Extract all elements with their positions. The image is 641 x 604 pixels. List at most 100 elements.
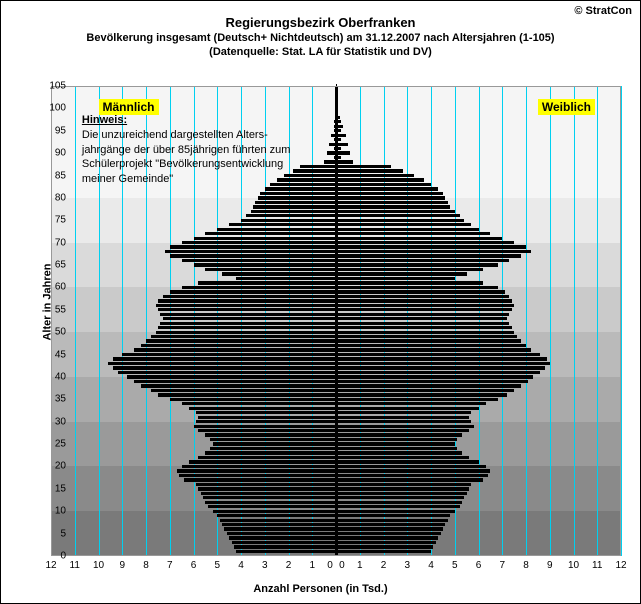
center-axis [335, 86, 338, 556]
bar-male [198, 429, 336, 432]
bar-female [336, 545, 433, 548]
bar-female [336, 272, 467, 275]
bar-male [158, 299, 336, 302]
bar-female [336, 187, 438, 190]
bar-male [141, 344, 336, 347]
x-tick-label: 9 [119, 560, 125, 571]
x-tick-label: 6 [476, 560, 482, 571]
female-label: Weiblich [538, 99, 595, 115]
bar-male [160, 313, 336, 316]
bar-male [170, 254, 336, 257]
bar-female [336, 196, 445, 199]
bar-female [336, 366, 545, 369]
y-tick-label: 95 [42, 125, 66, 136]
x-tick-label: 1 [309, 560, 315, 571]
gridline [526, 86, 527, 556]
bar-male [246, 214, 336, 217]
y-tick-label: 85 [42, 170, 66, 181]
bar-male [300, 165, 336, 168]
bar-female [336, 456, 469, 459]
chart-subtitle-1: Bevölkerung insgesamt (Deutsch+ Nichtdeu… [1, 32, 640, 44]
bar-female [336, 416, 469, 419]
y-tick-label: 90 [42, 148, 66, 159]
y-tick-label: 105 [42, 81, 66, 92]
gridline [621, 86, 622, 556]
bar-female [336, 420, 471, 423]
x-tick-label: 4 [428, 560, 434, 571]
bar-female [336, 407, 479, 410]
bar-female [336, 304, 514, 307]
x-tick-label: 5 [452, 560, 458, 571]
bar-female [336, 398, 498, 401]
bar-male [196, 483, 336, 486]
bar-male [265, 187, 336, 190]
bar-female [336, 550, 431, 553]
bar-female [336, 353, 540, 356]
bar-female [336, 375, 533, 378]
bar-male [196, 420, 336, 423]
bar-male [255, 201, 336, 204]
bar-male [134, 348, 336, 351]
bar-male [160, 322, 336, 325]
bar-male [229, 536, 336, 539]
bar-female [336, 308, 512, 311]
bar-female [336, 143, 348, 146]
bar-female [336, 496, 464, 499]
bar-male [198, 487, 336, 490]
bar-male [293, 169, 336, 172]
chart-subtitle-2: (Datenquelle: Stat. LA für Statistik und… [1, 46, 640, 58]
bar-male [227, 532, 336, 535]
bar-female [336, 214, 460, 217]
bar-female [336, 322, 509, 325]
bar-female [336, 165, 391, 168]
bar-male [236, 277, 336, 280]
x-tick-label: 10 [93, 560, 104, 571]
bar-male [151, 389, 336, 392]
x-tick-label: 11 [70, 560, 80, 571]
bar-male [210, 438, 336, 441]
bar-female [336, 541, 436, 544]
bar-female [336, 460, 479, 463]
x-tick-label: 3 [404, 560, 410, 571]
bar-female [336, 286, 498, 289]
x-tick-label: 5 [214, 560, 220, 571]
bar-female [336, 536, 438, 539]
x-tick-label: 10 [568, 560, 579, 571]
bar-female [336, 425, 474, 428]
x-tick-label: 8 [143, 560, 149, 571]
bar-female [336, 469, 490, 472]
bar-female [336, 223, 471, 226]
bar-female [336, 483, 471, 486]
bar-male [158, 326, 336, 329]
y-tick-label: 50 [42, 327, 66, 338]
bar-male [222, 523, 336, 526]
bar-female [336, 210, 455, 213]
bar-male [163, 295, 336, 298]
bar-male [134, 380, 336, 383]
bar-female [336, 183, 431, 186]
y-tick-label: 35 [42, 394, 66, 405]
bar-male [158, 308, 336, 311]
bar-male [260, 192, 336, 195]
bar-male [182, 259, 336, 262]
y-tick-label: 65 [42, 260, 66, 271]
y-tick-label: 25 [42, 439, 66, 450]
bar-female [336, 492, 467, 495]
x-tick-label: 0 [327, 560, 333, 571]
bar-female [336, 317, 507, 320]
bar-female [336, 290, 505, 293]
bar-male [170, 398, 336, 401]
bar-male [205, 501, 336, 504]
bar-male [201, 492, 336, 495]
x-tick-label: 3 [262, 560, 268, 571]
bar-male [189, 407, 336, 410]
bar-male [232, 541, 337, 544]
bar-female [336, 268, 483, 271]
bar-female [336, 254, 521, 257]
bar-female [336, 295, 509, 298]
bar-male [156, 304, 337, 307]
bar-male [182, 402, 336, 405]
y-tick-label: 70 [42, 237, 66, 248]
bar-male [170, 245, 336, 248]
bar-male [198, 456, 336, 459]
